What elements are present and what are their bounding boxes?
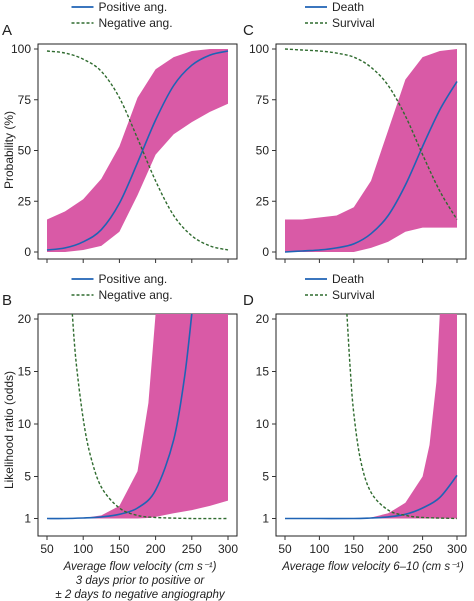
- panel-b-xtick-label: 150: [109, 542, 129, 556]
- panel-d-ytick-label: 20: [256, 312, 270, 326]
- panel-b-xtick-label: 200: [146, 542, 166, 556]
- panel-d-xtick-label: 100: [309, 542, 329, 556]
- panel-b-xtick-label: 300: [218, 542, 238, 556]
- x-axis-label-right: Average flow velocity 6–10 (cm s⁻¹): [281, 561, 464, 573]
- panel-a-legend-solid-label: Positive ang.: [99, 0, 168, 14]
- panel-d-series-dashed: [346, 314, 458, 520]
- panel-a-ytick-label: 0: [24, 245, 31, 259]
- panel-letter-d: D: [243, 292, 254, 309]
- panel-d-ytick-label: 5: [262, 470, 269, 484]
- panel-b-legend-solid-label: Positive ang.: [99, 272, 168, 286]
- panel-b-xtick-label: 50: [40, 542, 54, 556]
- y-axis-label-top: Probability (%): [2, 111, 16, 189]
- panel-b-confidence-band: [47, 314, 228, 519]
- panel-d-ytick-label: 15: [256, 365, 270, 379]
- panel-d-confidence-band: [285, 314, 457, 519]
- panel-d-xtick-label: 300: [447, 542, 467, 556]
- panel-b-ytick-label: 20: [18, 312, 32, 326]
- panel-a-ytick-label: 100: [11, 42, 31, 56]
- panel-c-legend-dashed-label: Survival: [332, 16, 375, 30]
- panel-d-ytick-label: 10: [256, 417, 270, 431]
- panel-b-legend-dashed-label: Negative ang.: [99, 288, 173, 302]
- panel-a-legend-dashed-label: Negative ang.: [99, 16, 173, 30]
- y-axis-label-bottom: Likelihood ratio (odds): [2, 371, 16, 489]
- panel-a-series-solid: [46, 50, 229, 251]
- panel-b-ytick-label: 5: [24, 470, 31, 484]
- panel-d-legend-solid-label: Death: [332, 272, 364, 286]
- panel-d-series-solid: [284, 474, 458, 520]
- panel-d-xtick-label: 200: [378, 542, 398, 556]
- panel-c-legend-solid-label: Death: [332, 0, 364, 14]
- panel-c-confidence-band: [285, 49, 457, 252]
- panel-c-ytick-label: 100: [249, 42, 269, 56]
- panel-b-xtick-label: 250: [182, 542, 202, 556]
- panel-d-frame: [275, 313, 467, 537]
- panel-d-xtick-label: 50: [278, 542, 292, 556]
- panel-a-confidence-band: [47, 49, 228, 252]
- x-axis-label-left-line-2: 3 days prior to positive or: [76, 575, 206, 587]
- panel-c-ytick-label: 25: [256, 194, 270, 208]
- panel-c-ytick-label: 75: [256, 93, 270, 107]
- panel-b-ytick-label: 10: [18, 417, 32, 431]
- x-axis-label-left-line-3: ± 2 days to negative angiography: [55, 589, 226, 601]
- panel-d-ytick-label: 1: [262, 512, 269, 526]
- panel-b-series-dashed: [71, 314, 229, 520]
- panel-b-frame: [37, 313, 238, 537]
- panel-d-xtick-label: 250: [413, 542, 433, 556]
- panel-b-series-solid: [46, 314, 193, 520]
- panel-c-series-solid: [284, 81, 458, 253]
- panel-d-legend-dashed-label: Survival: [332, 288, 375, 302]
- panel-b-xtick-label: 100: [73, 542, 93, 556]
- panel-letter-b: B: [2, 292, 12, 309]
- panel-a-ytick-label: 50: [18, 144, 32, 158]
- panel-letter-c: C: [243, 22, 254, 39]
- panel-d-xtick-label: 150: [344, 542, 364, 556]
- panel-a-frame: [37, 43, 238, 260]
- x-axis-label-left-line-1: Average flow velocity (cm s⁻¹): [63, 561, 217, 573]
- panel-b-ytick-label: 15: [18, 365, 32, 379]
- panel-c-ytick-label: 50: [256, 144, 270, 158]
- panel-b-ytick-label: 1: [24, 512, 31, 526]
- panel-c-frame: [275, 43, 467, 260]
- panel-c-ytick-label: 0: [262, 245, 269, 259]
- panel-a-ytick-label: 75: [18, 93, 32, 107]
- panel-letter-a: A: [2, 22, 12, 39]
- panel-a-series-dashed: [46, 50, 229, 251]
- panel-a-ytick-label: 25: [18, 194, 32, 208]
